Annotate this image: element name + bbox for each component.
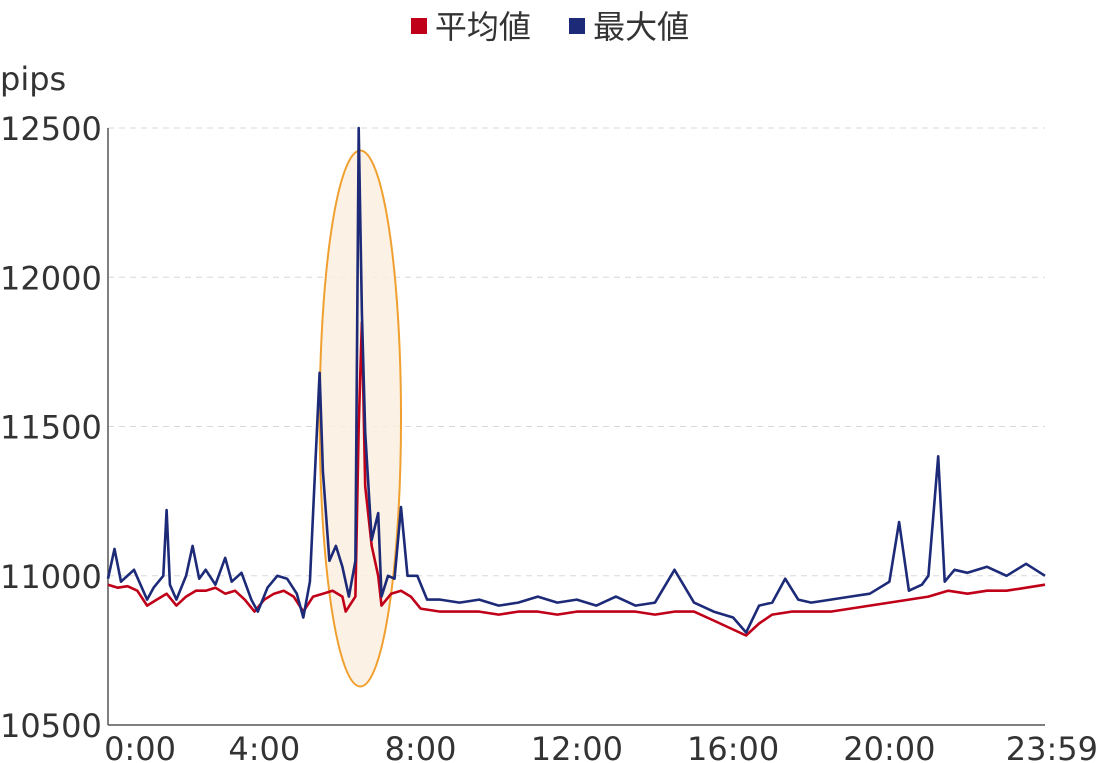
x-tick-label: 16:00 (687, 730, 779, 763)
x-tick-label: 12:00 (531, 730, 623, 763)
x-tick-label: 23:59 (1006, 730, 1098, 763)
y-tick-label: 10500 (0, 707, 102, 745)
x-tick-label: 0:00 (104, 730, 176, 763)
legend-label-average: 平均値 (434, 8, 531, 46)
series-line-max (106, 126, 1046, 634)
y-tick-label: 12500 (0, 110, 102, 148)
y-tick-label: 11500 (0, 409, 102, 447)
legend-item-average: 平均値 (410, 2, 531, 48)
series-line-average (107, 320, 1046, 637)
legend-swatch-max (569, 18, 586, 34)
y-tick-label: 11000 (0, 558, 102, 596)
x-tick-label: 8:00 (385, 730, 457, 763)
x-tick-label: 20:00 (843, 730, 935, 763)
y-tick-label: 12000 (0, 259, 102, 297)
chart-legend: 平均値 最大値 (0, 2, 1100, 48)
legend-swatch-average (410, 18, 427, 34)
x-tick-label: 4:00 (228, 730, 300, 763)
y-axis-unit-label: pips (0, 60, 67, 98)
legend-item-max: 最大値 (569, 2, 689, 48)
legend-label-max: 最大値 (593, 8, 690, 46)
